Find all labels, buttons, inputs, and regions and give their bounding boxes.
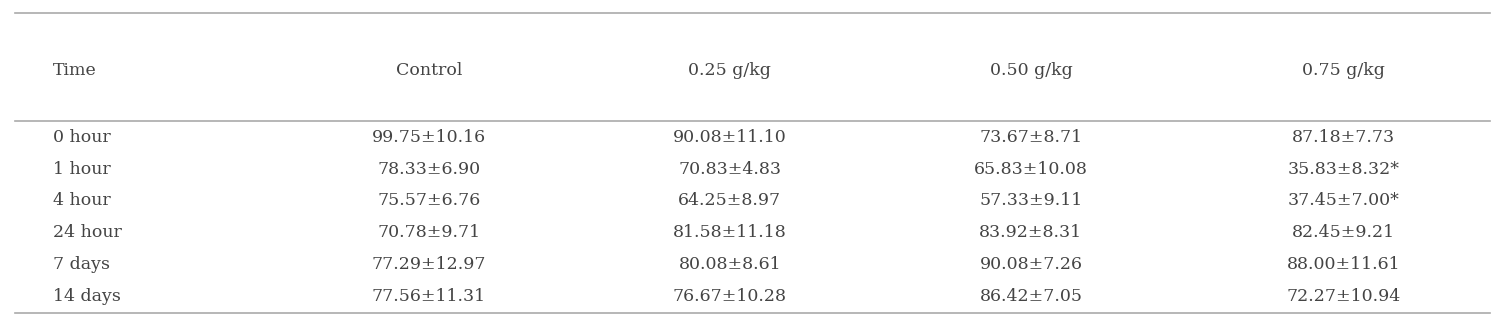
Text: 90.08±7.26: 90.08±7.26 [980,256,1082,273]
Text: 7 days: 7 days [53,256,110,273]
Text: 75.57±6.76: 75.57±6.76 [378,192,480,210]
Text: 0 hour: 0 hour [53,129,110,146]
Text: 70.78±9.71: 70.78±9.71 [378,224,480,241]
Text: 35.83±8.32*: 35.83±8.32* [1287,160,1400,178]
Text: 87.18±7.73: 87.18±7.73 [1291,129,1395,146]
Text: 4 hour: 4 hour [53,192,110,210]
Text: 1 hour: 1 hour [53,160,110,178]
Text: 14 days: 14 days [53,288,120,305]
Text: 80.08±8.61: 80.08±8.61 [679,256,781,273]
Text: 0.25 g/kg: 0.25 g/kg [688,62,772,79]
Text: 76.67±10.28: 76.67±10.28 [673,288,787,305]
Text: 70.83±4.83: 70.83±4.83 [679,160,781,178]
Text: 86.42±7.05: 86.42±7.05 [980,288,1082,305]
Text: 77.29±12.97: 77.29±12.97 [372,256,486,273]
Text: Control: Control [396,62,462,79]
Text: 83.92±8.31: 83.92±8.31 [980,224,1082,241]
Text: 37.45±7.00*: 37.45±7.00* [1287,192,1400,210]
Text: 77.56±11.31: 77.56±11.31 [372,288,486,305]
Text: 90.08±11.10: 90.08±11.10 [673,129,787,146]
Text: 0.50 g/kg: 0.50 g/kg [990,62,1072,79]
Text: 72.27±10.94: 72.27±10.94 [1287,288,1400,305]
Text: Time: Time [53,62,96,79]
Text: 57.33±9.11: 57.33±9.11 [980,192,1082,210]
Text: 99.75±10.16: 99.75±10.16 [372,129,486,146]
Text: 24 hour: 24 hour [53,224,122,241]
Text: 82.45±9.21: 82.45±9.21 [1291,224,1395,241]
Text: 88.00±11.61: 88.00±11.61 [1287,256,1400,273]
Text: 0.75 g/kg: 0.75 g/kg [1302,62,1385,79]
Text: 65.83±10.08: 65.83±10.08 [974,160,1088,178]
Text: 78.33±6.90: 78.33±6.90 [378,160,480,178]
Text: 73.67±8.71: 73.67±8.71 [980,129,1082,146]
Text: 81.58±11.18: 81.58±11.18 [673,224,787,241]
Text: 64.25±8.97: 64.25±8.97 [679,192,781,210]
